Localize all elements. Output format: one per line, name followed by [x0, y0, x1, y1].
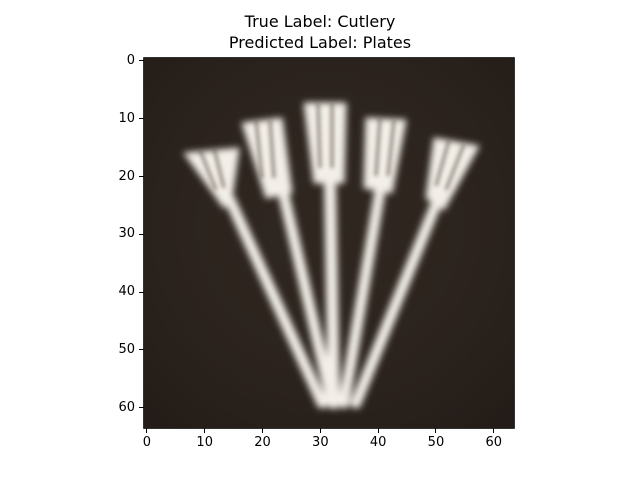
- y-tick-mark: [139, 291, 144, 293]
- x-tick-label: 0: [142, 435, 152, 450]
- x-tick-mark: [319, 428, 321, 433]
- x-tick-mark: [204, 428, 206, 433]
- x-tick-mark: [377, 428, 379, 433]
- plot-title-line-1: True Label: Cutlery: [244, 12, 396, 31]
- y-tick-label: 20: [118, 168, 135, 184]
- x-tick-label: 50: [427, 435, 445, 450]
- y-tick-mark: [139, 407, 144, 409]
- x-tick-mark: [493, 428, 495, 433]
- y-tick-mark: [139, 233, 144, 235]
- fork-3: [303, 102, 347, 409]
- y-tick-label: 40: [118, 284, 135, 300]
- x-tick-mark: [262, 428, 264, 433]
- x-tick-label: 40: [369, 435, 387, 450]
- y-tick-mark: [139, 118, 144, 120]
- y-tick-mark: [139, 176, 144, 178]
- y-tick-label: 60: [118, 399, 135, 415]
- x-tick-label: 60: [485, 435, 503, 450]
- y-tick-label: 30: [118, 226, 135, 242]
- x-tick-mark: [146, 428, 148, 433]
- x-tick-label: 20: [254, 435, 271, 450]
- x-tick-label: 30: [312, 435, 329, 450]
- y-tick-label: 50: [118, 341, 135, 357]
- fork-2: [241, 117, 338, 409]
- y-tick-mark: [139, 349, 144, 351]
- plot-title-line-2: Predicted Label: Plates: [228, 33, 412, 52]
- image-plot: [144, 58, 514, 428]
- forks-image: [144, 58, 514, 428]
- fork-4: [338, 117, 407, 409]
- y-tick-label: 0: [126, 52, 135, 68]
- x-tick-label: 10: [196, 435, 213, 450]
- x-tick-mark: [435, 428, 437, 433]
- y-tick-mark: [139, 60, 144, 62]
- y-tick-label: 10: [118, 110, 135, 126]
